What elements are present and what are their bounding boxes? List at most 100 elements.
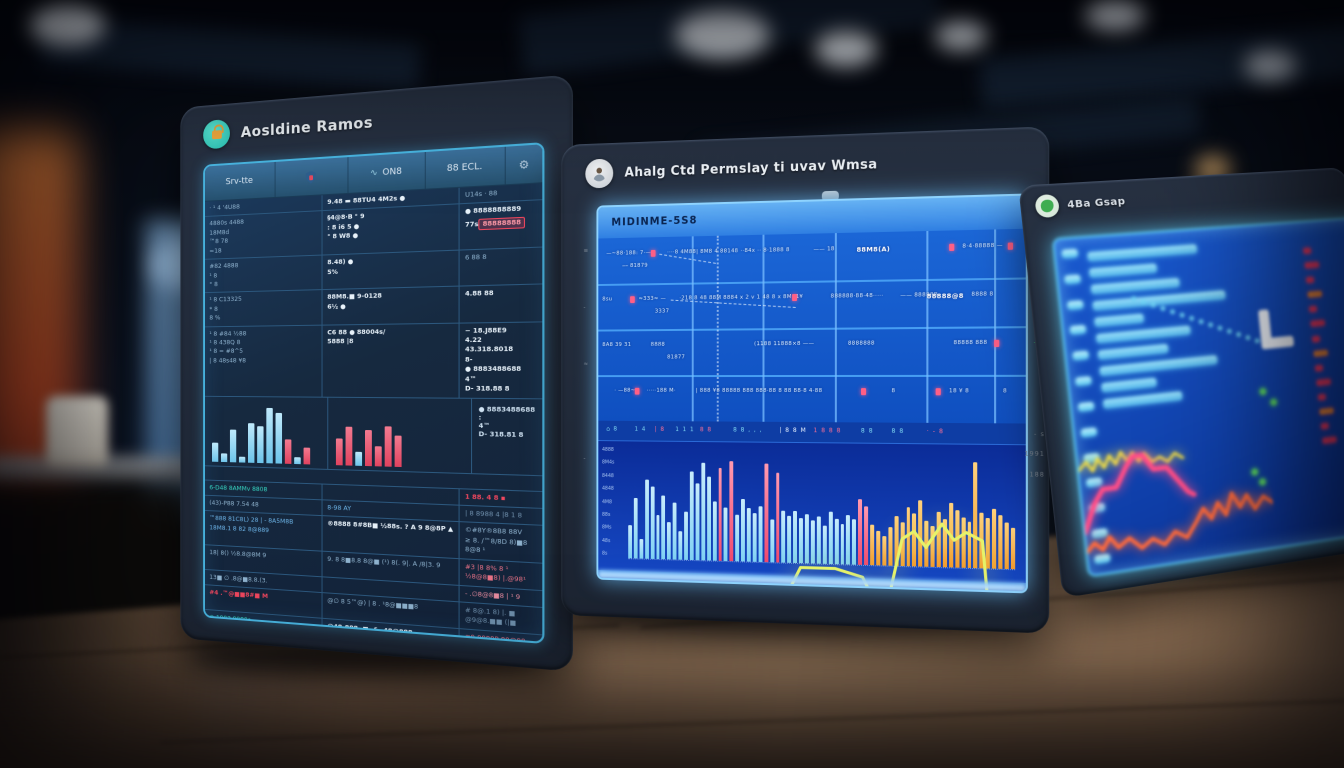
timeline-label: 88888@8: [927, 292, 964, 301]
tick-label: 1 4: [634, 426, 646, 433]
tab-shield[interactable]: [275, 157, 348, 197]
desk-front-blur: [0, 660, 1344, 768]
timeline-label: 8A8 39 31: [602, 342, 631, 348]
table-cell: ©#8Y®8B8 88V ≥ 8. /™8/8D 8)■8 8@8 ¹: [460, 523, 542, 563]
table-cell: §4@8·B ° 9 : 8 i6 5 ● ° 8 W8 ●: [322, 205, 459, 255]
alert-badge: 88888888: [478, 217, 525, 231]
mini-bar: [346, 427, 353, 465]
mini-bar: [239, 457, 245, 462]
table-cell: 1 88. 4 8 ▪: [460, 489, 542, 508]
timeline-marker: [792, 294, 797, 301]
mini-bar: [375, 447, 382, 466]
mini-chart-values: ● 8883488688 : 4™ D- 318.81 8: [472, 398, 542, 474]
orange-lamp-glow: [0, 130, 75, 510]
timeline-label: 888888·88·48·····: [831, 293, 884, 300]
table-row[interactable]: ¹ 8 #84 ½88 ¹ 8 438Q 8 ¹ 8 = #8^5 | 8 48…: [205, 322, 542, 399]
bezel-tick: ≡: [583, 248, 589, 255]
table-row[interactable]: ¹ 8 C13325 * 8 8 % 88M8.■ 9-0128 6½ ● 4.88…: [205, 285, 542, 327]
value-mark: [1305, 262, 1320, 269]
tick-label: 1 8 8 8: [813, 427, 841, 434]
metric-bar[interactable]: [1087, 244, 1197, 261]
y-tick-label: 48s: [602, 538, 624, 544]
value-mark: [1312, 335, 1320, 342]
leaf-avatar[interactable]: [1034, 194, 1060, 218]
rail-indicator: [1070, 325, 1087, 335]
value-mark: [1303, 248, 1311, 254]
value-mark: [1311, 320, 1325, 327]
timeline-chart[interactable]: —~88·188: 7·— ····8 4M88| 8M8 4 88148 ··8…: [598, 229, 1025, 424]
metric-bar[interactable]: [1096, 326, 1191, 344]
metric-bar[interactable]: [1098, 344, 1169, 360]
tab-88 ECL.[interactable]: 88 ECL.: [425, 147, 505, 189]
rail-indicator: [1072, 351, 1089, 361]
y-tick-label: 4848: [602, 486, 624, 492]
metric-bar[interactable]: [1089, 263, 1157, 277]
table-cell: #82 4888 ¹ 8 ° 8: [205, 256, 323, 293]
tab-gear[interactable]: ⚙: [506, 144, 543, 184]
bezel-tick: 1991: [1024, 451, 1045, 458]
mini-bar: [266, 408, 272, 463]
mini-bar: [355, 451, 362, 465]
tab-ON8[interactable]: ∿ ON8: [348, 152, 425, 193]
left-mini-chart-band: ● 8883488688 : 4™ D- 318.81 8: [205, 396, 542, 475]
lock-icon[interactable]: [203, 119, 230, 150]
value-mark: [1321, 423, 1329, 430]
mini-bar: [385, 426, 392, 466]
mini-bar: [221, 453, 227, 462]
left-data-table: · ¹ 4 '4U88 9.48 ▬ 88TU4 4M2s ● U14s · 88 4…: [205, 183, 542, 399]
bar-line-chart[interactable]: 4888 8M4s 8448 4848 4M8 88s 8Ms 48s 8s: [598, 441, 1025, 583]
tick-label: · - 8: [927, 428, 944, 435]
timeline-label: 81877: [667, 354, 685, 360]
timeline-label: —~88·188: 7·—: [606, 250, 651, 257]
value-mark: [1306, 277, 1314, 283]
timeline-label: 8: [891, 388, 895, 394]
timeline-marker: [994, 340, 999, 347]
table-cell: − 18.J88E9 4.22 43.318.8018 8- ● 8883488…: [460, 322, 542, 398]
tick-label: | 8: [655, 426, 665, 433]
mini-bar: [304, 448, 311, 465]
timeline-gridline: [927, 231, 929, 423]
table-cell: 4880s 4488 18M8d ™8 78 =18: [205, 212, 323, 259]
ceiling-light: [1085, 0, 1145, 30]
green-dot: [1270, 398, 1277, 406]
user-avatar[interactable]: [585, 159, 613, 189]
value-mark: [1322, 436, 1336, 444]
timeline-row: [598, 326, 1025, 377]
desk-seam: [160, 699, 1344, 744]
ceiling-light: [935, 20, 987, 50]
metric-bar[interactable]: [1094, 314, 1144, 328]
tab-label: 88 ECL.: [447, 162, 482, 174]
tick-label: 8 8 , , ,: [733, 427, 762, 434]
timeline-marker: [1008, 243, 1013, 250]
ceiling-light: [30, 5, 105, 45]
table-cell: C6 88 ● 88004s/ 5888 |8: [322, 323, 459, 397]
bezel-tick: -: [583, 455, 586, 462]
left-header: Aosldine Ramos: [203, 107, 373, 149]
value-mark: [1308, 291, 1323, 298]
timeline-marker: [949, 244, 954, 251]
tab-label: ON8: [382, 167, 401, 178]
left-dashboard-panel: Srv-tte ∿ ON8 88 ECL. ⚙ · ¹ 4 '4U88 9.48 ▬ 88…: [203, 142, 544, 644]
ceiling-light: [1245, 50, 1297, 80]
mini-bar: [212, 443, 218, 461]
timeline-marker: [634, 388, 639, 395]
tablet-metrics-dashboard: 4Ba Gsap: [1018, 167, 1344, 598]
y-tick-label: 88s: [602, 512, 624, 518]
timeline-label: 8888888: [848, 341, 875, 347]
value-mark: [1315, 365, 1323, 372]
timeline-label: 18 ¥ 8: [949, 388, 969, 394]
foreground-shadow: [0, 478, 200, 768]
tab-Srv-tte[interactable]: Srv-tte: [205, 162, 275, 201]
bezel-tick: ≈: [583, 361, 589, 368]
value-mark: [1309, 306, 1317, 313]
ceiling-light: [815, 30, 877, 66]
timeline-label: ≈333≈ —: [639, 296, 667, 302]
ceiling-beam: [39, 17, 421, 89]
coffee-mug: [46, 396, 108, 468]
bezel-annotations-left: ≡ - ≈ -: [561, 126, 1049, 145]
metric-bar[interactable]: [1091, 278, 1180, 294]
tick-label: 8 8: [891, 428, 904, 435]
gear-icon[interactable]: ⚙: [519, 157, 530, 171]
bezel-tick: -: [583, 304, 586, 311]
right-header: 4Ba Gsap: [1034, 190, 1126, 218]
